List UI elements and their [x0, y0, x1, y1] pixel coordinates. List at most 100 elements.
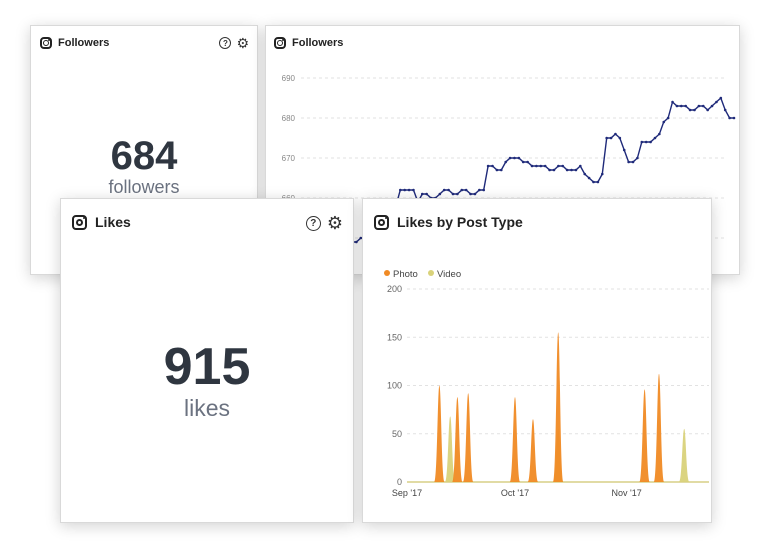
followers-data-point[interactable] — [583, 172, 587, 176]
legend-swatch-photo[interactable] — [384, 270, 390, 276]
followers-card-title: Followers — [58, 37, 110, 49]
followers-data-point[interactable] — [407, 188, 411, 192]
followers-data-point[interactable] — [723, 108, 727, 112]
followers-data-point[interactable] — [486, 164, 490, 168]
followers-data-point[interactable] — [526, 160, 529, 164]
followers-data-point[interactable] — [464, 188, 468, 192]
followers-data-point[interactable] — [565, 168, 569, 172]
followers-data-point[interactable] — [680, 104, 683, 108]
followers-data-point[interactable] — [478, 188, 481, 192]
y-tick-label: 670 — [282, 154, 296, 163]
followers-data-point[interactable] — [684, 104, 688, 108]
followers-data-point[interactable] — [543, 164, 547, 168]
followers-data-point[interactable] — [447, 188, 450, 192]
followers-data-point[interactable] — [587, 176, 591, 180]
followers-data-point[interactable] — [442, 188, 446, 192]
followers-data-point[interactable] — [570, 168, 573, 172]
peak-photo[interactable] — [452, 397, 463, 482]
followers-data-point[interactable] — [618, 136, 622, 140]
followers-data-point[interactable] — [706, 108, 709, 112]
followers-data-point[interactable] — [460, 188, 464, 192]
peak-photo[interactable] — [553, 332, 564, 482]
followers-data-point[interactable] — [658, 132, 661, 136]
peak-photo[interactable] — [463, 393, 474, 482]
followers-data-point[interactable] — [715, 100, 718, 104]
help-icon[interactable]: ? — [305, 215, 321, 231]
followers-data-point[interactable] — [693, 108, 696, 112]
likes-card-title: Likes — [95, 214, 131, 230]
followers-data-point[interactable] — [662, 120, 666, 124]
followers-data-point[interactable] — [649, 140, 652, 144]
followers-data-point[interactable] — [398, 188, 402, 192]
followers-data-point[interactable] — [355, 240, 358, 244]
followers-data-point[interactable] — [513, 156, 516, 160]
followers-data-point[interactable] — [495, 168, 499, 172]
followers-data-point[interactable] — [504, 160, 507, 164]
followers-data-point[interactable] — [640, 140, 644, 144]
followers-data-point[interactable] — [473, 192, 477, 196]
followers-data-point[interactable] — [636, 156, 639, 160]
followers-data-point[interactable] — [675, 104, 679, 108]
peak-photo[interactable] — [434, 385, 445, 483]
followers-data-point[interactable] — [521, 160, 525, 164]
followers-data-point[interactable] — [609, 136, 613, 140]
followers-data-point[interactable] — [653, 136, 657, 140]
followers-data-point[interactable] — [499, 168, 503, 172]
followers-data-point[interactable] — [482, 188, 486, 192]
followers-data-point[interactable] — [579, 164, 582, 168]
followers-data-point[interactable] — [552, 168, 556, 172]
followers-data-point[interactable] — [438, 192, 442, 196]
peak-video[interactable] — [679, 428, 690, 482]
followers-data-point[interactable] — [469, 192, 472, 196]
followers-data-point[interactable] — [631, 160, 635, 164]
followers-data-point[interactable] — [517, 156, 521, 160]
followers-data-point[interactable] — [688, 108, 692, 112]
followers-data-point[interactable] — [627, 160, 630, 164]
legend-swatch-video[interactable] — [428, 270, 434, 276]
followers-data-point[interactable] — [508, 156, 512, 160]
y-tick-label: 100 — [387, 381, 402, 391]
followers-data-point[interactable] — [548, 168, 551, 172]
followers-data-point[interactable] — [614, 132, 617, 136]
likes-card: Likes ? ⚙ 915 likes — [60, 198, 354, 523]
instagram-icon — [374, 214, 389, 230]
followers-data-point[interactable] — [605, 136, 608, 140]
peak-photo[interactable] — [639, 389, 650, 482]
legend-label-video[interactable]: Video — [437, 269, 461, 280]
followers-data-point[interactable] — [359, 236, 363, 240]
followers-data-point[interactable] — [592, 180, 595, 184]
followers-data-point[interactable] — [535, 164, 538, 168]
peak-photo[interactable] — [527, 419, 539, 482]
followers-data-point[interactable] — [456, 192, 459, 196]
followers-data-point[interactable] — [671, 100, 674, 104]
followers-data-point[interactable] — [420, 192, 424, 196]
followers-data-point[interactable] — [491, 164, 494, 168]
followers-data-point[interactable] — [425, 192, 428, 196]
followers-data-point[interactable] — [732, 116, 736, 120]
peak-photo[interactable] — [509, 397, 521, 482]
followers-data-point[interactable] — [557, 164, 560, 168]
followers-data-point[interactable] — [644, 140, 648, 144]
followers-data-point[interactable] — [530, 164, 534, 168]
peak-photo[interactable] — [653, 373, 665, 482]
followers-data-point[interactable] — [403, 188, 406, 192]
peak-video[interactable] — [445, 416, 456, 482]
legend-label-photo[interactable]: Photo — [393, 269, 418, 280]
followers-data-point[interactable] — [622, 148, 626, 152]
followers-data-point[interactable] — [574, 168, 578, 172]
followers-data-point[interactable] — [697, 104, 701, 108]
help-icon[interactable]: ? — [219, 37, 232, 49]
followers-data-point[interactable] — [728, 116, 731, 120]
followers-data-point[interactable] — [561, 164, 565, 168]
followers-data-point[interactable] — [412, 188, 415, 192]
followers-data-point[interactable] — [596, 180, 600, 184]
gear-icon[interactable]: ⚙ — [326, 213, 343, 233]
gear-icon[interactable]: ⚙ — [236, 35, 249, 51]
followers-data-point[interactable] — [451, 192, 455, 196]
followers-data-point[interactable] — [719, 96, 723, 100]
followers-data-point[interactable] — [539, 164, 543, 168]
followers-data-point[interactable] — [666, 116, 670, 120]
followers-data-point[interactable] — [600, 172, 604, 176]
followers-data-point[interactable] — [710, 104, 714, 108]
followers-data-point[interactable] — [701, 104, 705, 108]
